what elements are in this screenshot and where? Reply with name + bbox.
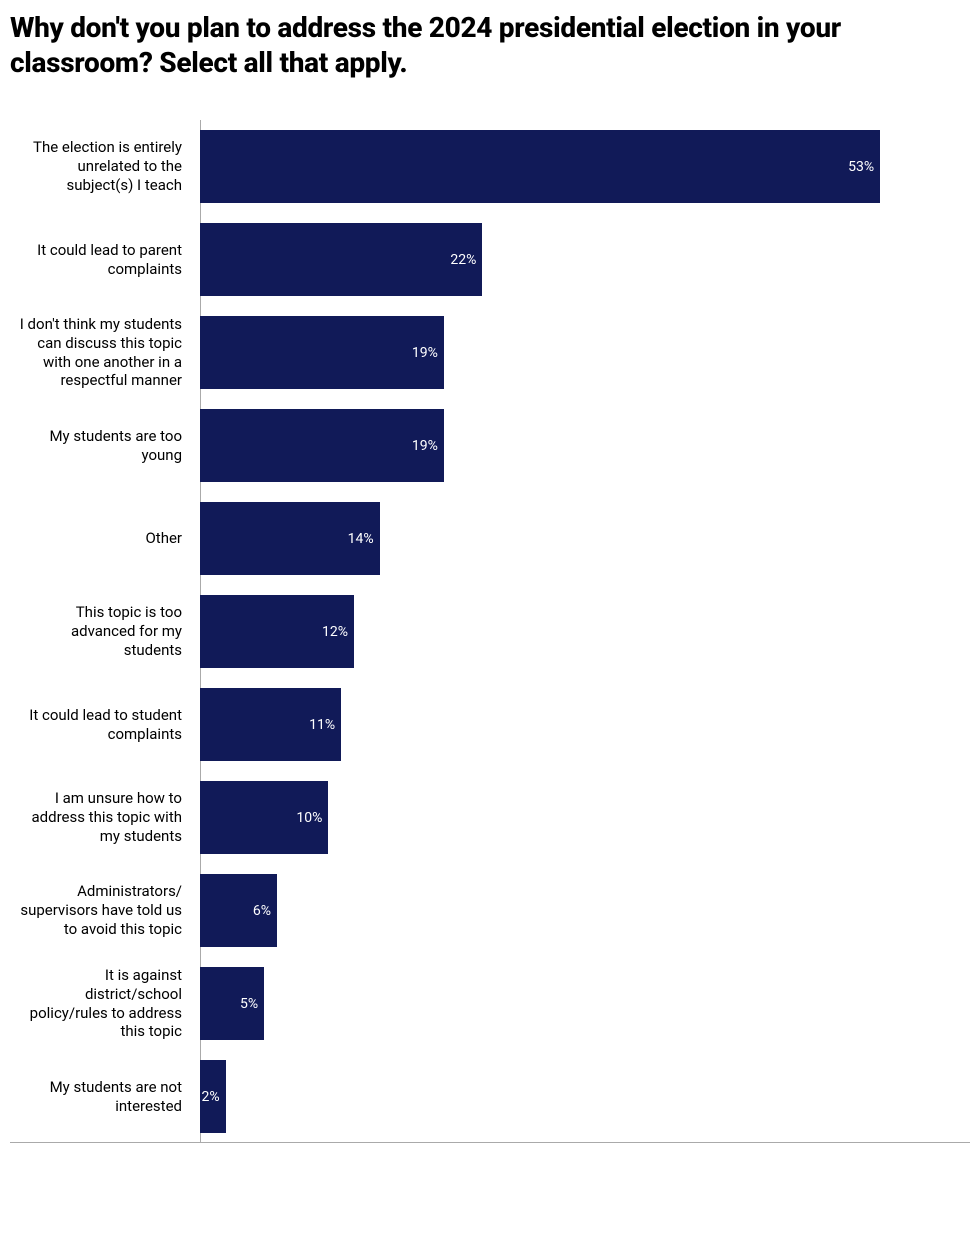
bar: 22% [200, 223, 482, 296]
chart-row: The election is entirely unrelated to th… [200, 120, 970, 213]
chart-row: It could lead to parent complaints22% [200, 213, 970, 306]
chart-row: My students are not interested2% [200, 1050, 970, 1143]
bar: 6% [200, 874, 277, 947]
bar-chart: The election is entirely unrelated to th… [10, 120, 970, 1143]
chart-title: Why don't you plan to address the 2024 p… [10, 10, 970, 80]
value-label: 19% [412, 438, 438, 454]
chart-row: I don't think my students can discuss th… [200, 306, 970, 399]
value-label: 12% [322, 624, 348, 640]
value-label: 14% [348, 531, 374, 547]
category-label: My students are too young [10, 427, 190, 465]
category-label: The election is entirely unrelated to th… [10, 138, 190, 194]
chart-row: It could lead to student complaints11% [200, 678, 970, 771]
value-label: 19% [412, 345, 438, 361]
bar: 10% [200, 781, 328, 854]
bar: 19% [200, 409, 444, 482]
x-axis-line [10, 1142, 970, 1143]
category-label: Administrators/ supervisors have told us… [10, 882, 190, 938]
category-label: Other [10, 529, 190, 548]
value-label: 6% [253, 903, 271, 919]
bar: 19% [200, 316, 444, 389]
value-label: 22% [450, 252, 476, 268]
chart-row: I am unsure how to address this topic wi… [200, 771, 970, 864]
category-label: It could lead to student complaints [10, 706, 190, 744]
category-label: It is against district/school policy/rul… [10, 966, 190, 1041]
chart-row: It is against district/school policy/rul… [200, 957, 970, 1050]
value-label: 2% [202, 1089, 220, 1105]
chart-row: Other14% [200, 492, 970, 585]
bar: 5% [200, 967, 264, 1040]
chart-row: This topic is too advanced for my studen… [200, 585, 970, 678]
category-label: I am unsure how to address this topic wi… [10, 789, 190, 845]
category-label: It could lead to parent complaints [10, 241, 190, 279]
chart-container: Why don't you plan to address the 2024 p… [0, 0, 980, 1223]
category-label: My students are not interested [10, 1078, 190, 1116]
category-label: This topic is too advanced for my studen… [10, 603, 190, 659]
bar: 53% [200, 130, 880, 203]
bar: 12% [200, 595, 354, 668]
bar: 11% [200, 688, 341, 761]
value-label: 53% [848, 159, 874, 175]
value-label: 11% [309, 717, 335, 733]
chart-row: My students are too young19% [200, 399, 970, 492]
value-label: 5% [240, 996, 258, 1012]
category-label: I don't think my students can discuss th… [10, 315, 190, 390]
bar: 14% [200, 502, 380, 575]
value-label: 10% [296, 810, 322, 826]
bar: 2% [200, 1060, 226, 1133]
chart-row: Administrators/ supervisors have told us… [200, 864, 970, 957]
